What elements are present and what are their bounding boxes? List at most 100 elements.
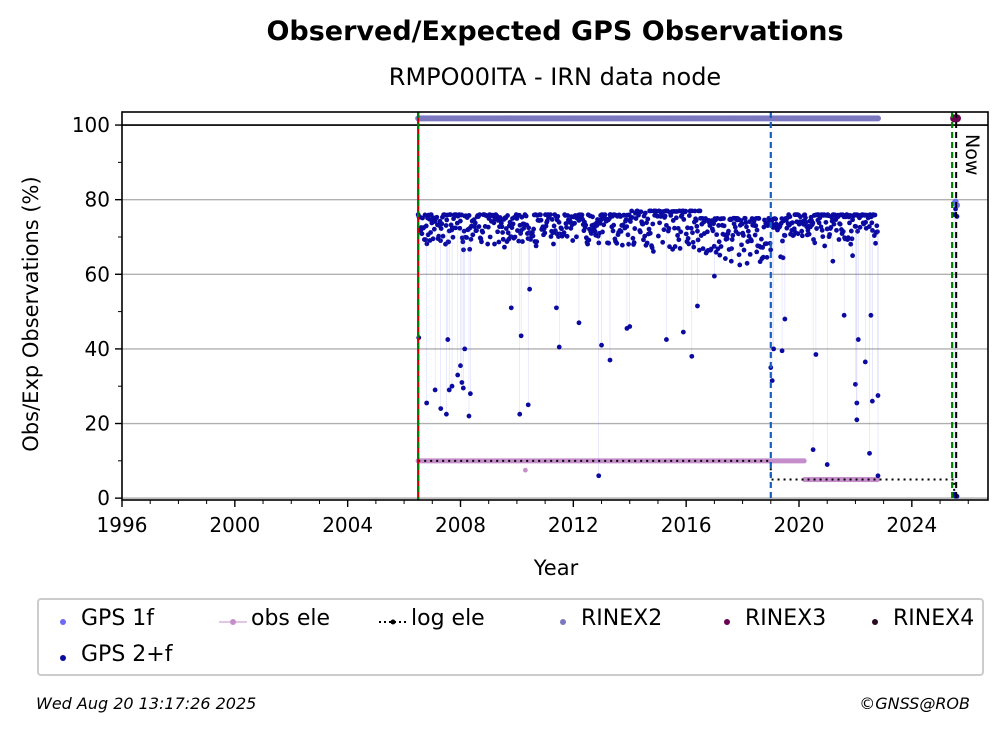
gps2f-point [500,230,505,235]
gps2f-point [754,227,760,233]
gps2f-point [627,324,633,329]
gps2f-point [450,234,456,240]
gps2f-point [830,258,836,264]
gps2f-point [499,224,505,230]
gps2f-point [676,237,682,243]
gps2f-point [695,303,700,309]
y-tick-label: 80 [85,188,110,212]
gps2f-point [449,383,455,389]
gps2f-point [854,417,860,423]
gps2f-point [625,232,631,238]
gps2f-point [538,212,543,218]
gps2f-point [556,219,562,225]
gps2f-point [867,450,872,456]
gps2f-point [848,228,854,234]
gps2f-point [505,230,511,236]
gps2f-point [697,208,703,214]
gps2f-point [690,230,695,236]
gps2f-point [434,214,440,220]
legend-item-gps1f: GPS 1f [49,606,154,631]
gps2f-point [502,244,507,250]
gps2f-point [711,273,717,279]
gps2f-point [495,229,501,235]
gps2f-point [428,230,434,235]
gps2f-point [756,216,762,221]
gps2f-point [479,239,484,245]
gps2f-point [505,213,510,218]
legend-label: RINEX2 [581,606,663,631]
gps2f-point [629,208,635,214]
gps2f-point [696,247,702,253]
gps2f-point [512,234,518,240]
gps2f-point [458,363,463,369]
gps2f-point [556,344,562,350]
gps2f-point [637,229,643,235]
gps2f-point [820,234,826,239]
chart-legend: GPS 1f obs ele log ele RINEX2 RINEX3 RINEX4 GP… [37,598,984,676]
gps2f-point [531,226,537,232]
gps2f-point [470,232,476,238]
gps2f-point [722,256,728,261]
gps2f-point [716,223,721,228]
gps2f-point [466,413,472,419]
x-tick-label: 2008 [435,513,486,537]
y-tick-label: 0 [97,486,110,510]
gps2f-point [834,227,839,233]
gps2f-point [779,348,785,354]
gps2f-point [596,240,602,246]
legend-label: obs ele [251,606,331,631]
gps2f-point [570,238,576,243]
y-tick-label: 100 [72,113,110,137]
gps2f-point [855,228,860,234]
gps2f-point [610,228,616,234]
gps2f-point [805,227,811,233]
gps2f-point [752,232,758,238]
gps2f-point [780,255,786,261]
gps2f-point [642,210,648,216]
gps2f-point [496,239,502,245]
gps2f-point [831,221,837,227]
gps2f-point [803,219,809,225]
gps2f-point [837,221,843,227]
gps2f-point [527,286,533,292]
gps2f-point [630,235,636,241]
gps2f-point [585,241,591,247]
gps2f-point [467,246,473,252]
gps2f-point [850,253,855,259]
legend-marker [49,611,77,627]
gps2f-point [848,241,854,247]
gps2f-point [520,239,525,244]
x-tick-label: 2020 [774,513,825,537]
gps2f-point [664,337,669,342]
gps2f-point [814,226,820,231]
gps2f-point [747,252,753,257]
now-label: Now [961,134,983,175]
gps2f-point [869,398,875,404]
legend-item-log_ele: log ele [379,606,485,631]
gps2f-point [455,372,461,378]
gps2f-point [718,244,724,249]
obs-ele-point [874,476,881,483]
gps2f-point [679,212,685,218]
gps2f-point [438,238,443,244]
gps2f-point [472,224,478,230]
gps2f-point [773,216,779,222]
gps2f-point [472,220,478,226]
gps2f-point [677,245,683,251]
gps2f-point [812,240,818,246]
gps2f-point [564,225,569,230]
legend-label: log ele [411,606,485,631]
gps2f-point [508,305,514,311]
gps2f-point [853,224,859,229]
gps2f-point [439,221,445,227]
gps2f-point [857,224,863,230]
gps2f-point [485,224,491,230]
gps2f-point [836,237,842,242]
gps2f-point [743,220,749,225]
gps2f-point [579,212,585,218]
gps2f-point [614,240,620,246]
gps2f-point [460,385,466,391]
gps2f-point [650,221,656,227]
gps2f-point [642,233,648,239]
gps2f-point [662,213,668,219]
